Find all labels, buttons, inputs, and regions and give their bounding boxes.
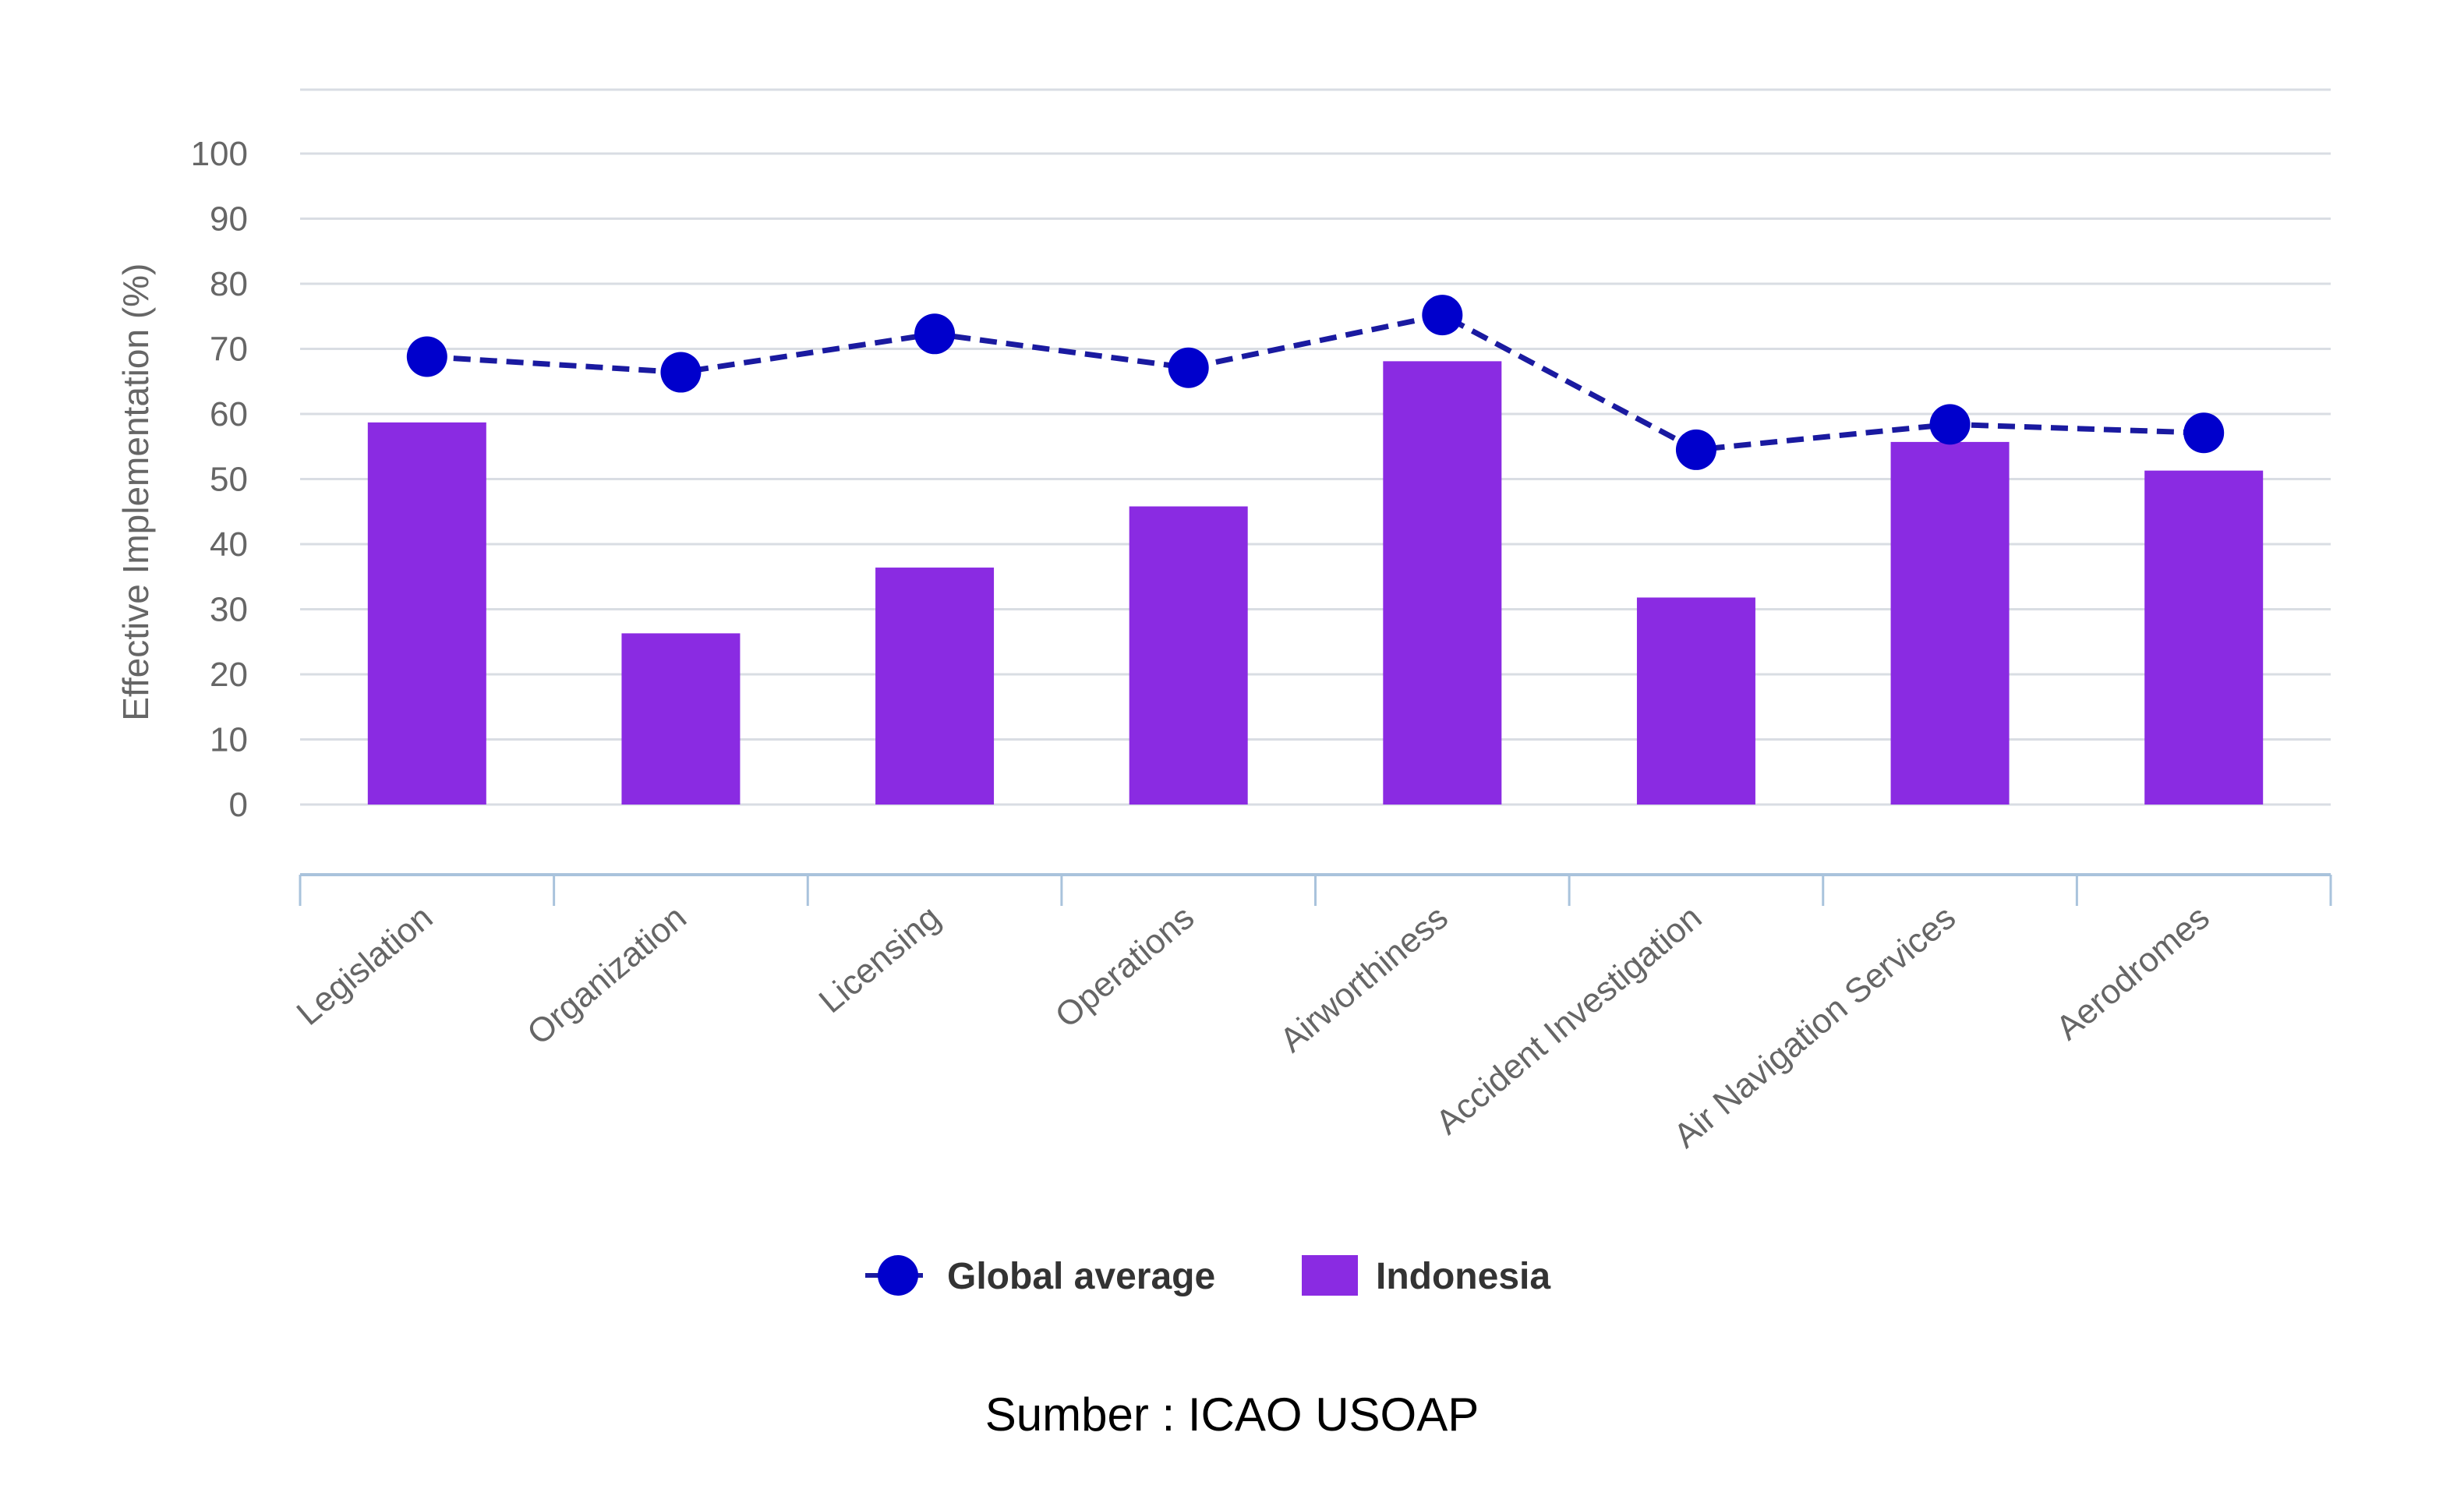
global-average-point-organization [660, 352, 702, 393]
x-tick-label: Accident Investigation [1429, 898, 1709, 1142]
x-tick-label: Air Navigation Services [1667, 898, 1963, 1155]
x-tick-label: Licensing [812, 898, 948, 1020]
y-tick-label: 20 [210, 656, 248, 694]
legend-point-marker [878, 1255, 918, 1296]
y-tick-label: 50 [210, 461, 248, 499]
y-axis-label: Effective Implementation (%) [115, 263, 156, 721]
y-tick-label: 30 [210, 591, 248, 629]
y-tick-label: 70 [210, 331, 248, 369]
bar-aerodromes [2144, 470, 2264, 805]
y-tick-label: 100 [191, 135, 248, 173]
global-average-point-licensing [914, 313, 956, 355]
y-tick-label: 40 [210, 525, 248, 564]
bar-legislation [367, 422, 486, 805]
y-tick-label: 90 [210, 200, 248, 239]
x-tick-label: Aerodromes [2049, 898, 2217, 1048]
global-average-point-legislation [406, 336, 447, 377]
bar-operations [1129, 506, 1248, 805]
global-average-point-accident-investigation [1675, 429, 1716, 470]
global-average-point-operations [1168, 347, 1209, 388]
global-average-line [426, 312, 2204, 453]
global-average-point-aerodromes [2183, 412, 2225, 454]
legend-label-global-average: Global average [947, 1256, 1215, 1297]
bar-accident-investigation [1636, 597, 1755, 805]
bar-licensing [875, 568, 995, 805]
x-tick-label: Organization [520, 898, 694, 1052]
y-tick-label: 80 [210, 265, 248, 303]
x-tick-label: Airworthiness [1273, 898, 1455, 1059]
global-average-point-airworthiness [1422, 295, 1463, 336]
x-tick-label: Legislation [290, 898, 440, 1033]
y-tick-label: 60 [210, 395, 248, 433]
legend-label-indonesia: Indonesia [1376, 1256, 1550, 1297]
x-tick-label: Operations [1048, 898, 1201, 1035]
bar-airworthiness [1383, 361, 1502, 805]
legend-bar-marker [1302, 1255, 1358, 1296]
bar-air-navigation-services [1890, 441, 2010, 805]
y-tick-label: 0 [229, 786, 248, 824]
global-average-point-air-navigation-services [1929, 404, 1971, 445]
bar-organization [621, 633, 741, 805]
y-tick-label: 10 [210, 721, 248, 759]
source-caption: Sumber : ICAO USOAP [985, 1388, 1479, 1441]
